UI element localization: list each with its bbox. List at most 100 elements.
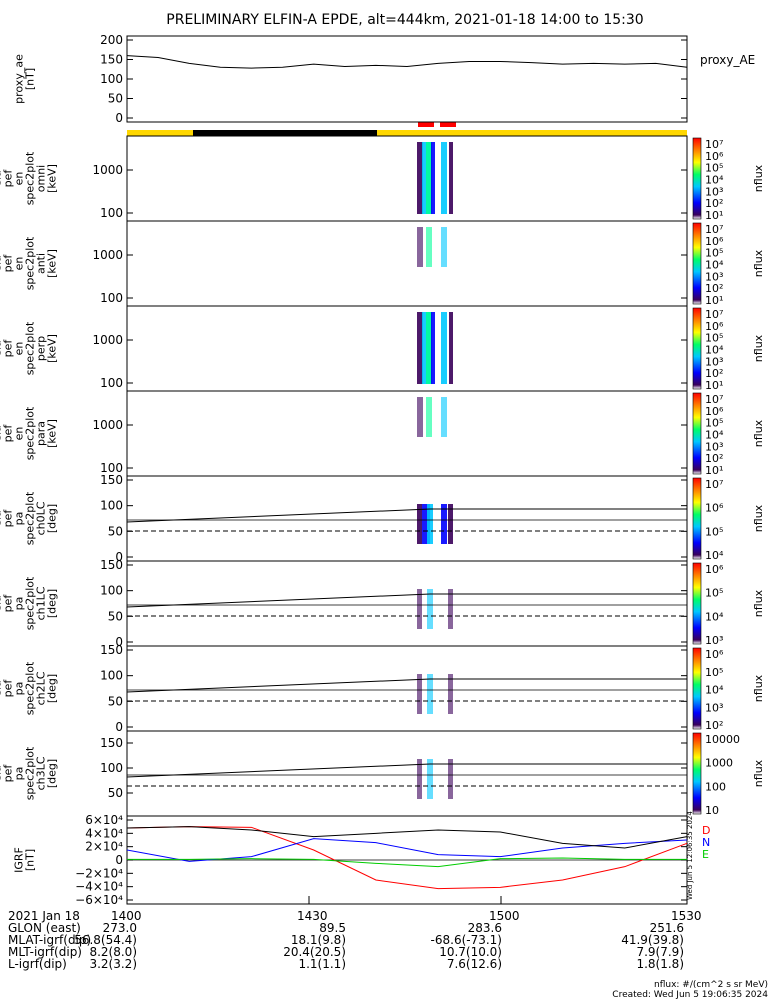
- colorbar: [692, 222, 702, 305]
- footer-row-value: 41.9(39.8): [621, 933, 684, 947]
- colorbar-tick-label: 10²: [705, 452, 723, 465]
- colorbar-tick-label: 10⁴: [705, 429, 724, 442]
- colorbar-tick-label: 10³: [705, 634, 723, 647]
- spectrogram-cell: [417, 759, 422, 799]
- y-tick-label: 100: [100, 669, 123, 683]
- svg-text:pef: pef: [2, 509, 15, 528]
- panel-proxyae: 200 150 100 50 0 proxy_ae[nT]: [13, 33, 688, 125]
- footer-row-value: 283.6: [468, 921, 502, 935]
- y-tick-label: 100: [100, 206, 123, 220]
- colorbar-tick-label: 10⁶: [705, 235, 724, 248]
- colorbar-tick-label: 10⁴: [705, 610, 724, 623]
- y-tick-label: 0: [115, 635, 123, 649]
- y-tick-label: 0: [115, 550, 123, 564]
- colorbar-tick-label: 10²: [705, 282, 723, 295]
- colorbar-tick-label: 10⁵: [705, 587, 723, 600]
- footer-row-value: 20.4(20.5): [283, 945, 346, 959]
- state-bar-sunlight: [127, 130, 687, 136]
- colorbar: [692, 392, 702, 475]
- footer-row-value: -68.6(-73.1): [431, 933, 502, 947]
- y-tick-label: 150: [100, 643, 123, 657]
- colorbar: [692, 477, 702, 560]
- y-tick-label: 1000: [92, 418, 123, 432]
- colorbar-tick-label: 10⁵: [705, 525, 723, 538]
- igrf-legend-label: D: [702, 824, 710, 837]
- svg-text:pef: pef: [2, 679, 15, 698]
- spectrogram-cell: [448, 504, 453, 544]
- spectrogram-cell: [431, 312, 435, 384]
- spectrogram-cell: [427, 674, 433, 714]
- x-tick-label: 1400: [111, 909, 142, 923]
- spectrogram-cell: [449, 312, 453, 384]
- colorbar-tick-label: 100: [705, 780, 726, 793]
- colorbar: [692, 137, 702, 220]
- y-tick-label: 1000: [92, 248, 123, 262]
- x-tick-label: 1430: [297, 909, 328, 923]
- igrf-legend-label: E: [702, 848, 709, 861]
- igrf-series-line: [126, 838, 688, 862]
- y-tick-label: 200: [100, 33, 123, 47]
- colorbar-tick-label: 10⁶: [705, 502, 724, 515]
- svg-text:ela: ela: [0, 680, 4, 697]
- colorbar-tick-label: 10³: [705, 440, 723, 453]
- footer-row-label: MLAT-igrf(dip): [8, 933, 91, 947]
- colorbar-tick-label: 10000: [705, 733, 740, 746]
- colorbar-tick-label: 10²: [705, 367, 723, 380]
- igrf-series-line: [126, 826, 688, 849]
- spectrogram-cell: [427, 504, 433, 544]
- svg-text:en: en: [13, 427, 26, 441]
- footer-row-value: 1.8(1.8): [636, 957, 684, 971]
- svg-text:ch0LC: ch0LC: [35, 501, 48, 535]
- svg-text:spec2plot: spec2plot: [24, 321, 37, 375]
- footer-row-value: 18.1(9.8): [291, 933, 346, 947]
- svg-text:ela: ela: [0, 595, 4, 612]
- colorbar-label: nflux: [752, 504, 765, 532]
- colorbar-tick-label: 10⁶: [705, 320, 724, 333]
- svg-text:[deg]: [deg]: [46, 759, 59, 788]
- svg-text:pa: pa: [13, 682, 26, 696]
- colorbar-tick-label: 10⁷: [705, 138, 723, 151]
- colorbar-label: nflux: [752, 249, 765, 277]
- colorbar: [692, 562, 702, 645]
- svg-text:[keV]: [keV]: [46, 164, 59, 193]
- igrf-series-line: [127, 857, 687, 868]
- plot-title: PRELIMINARY ELFIN-A EPDE, alt=444km, 202…: [166, 12, 643, 28]
- spectrogram-cell: [426, 227, 432, 267]
- svg-text:spec2plot: spec2plot: [24, 576, 37, 630]
- spectrogram-cell: [427, 589, 433, 629]
- svg-text:omni: omni: [35, 165, 48, 192]
- y-tick-label: −4×10⁴: [75, 880, 123, 894]
- y-tick-label: 50: [108, 694, 123, 708]
- colorbar-tick-label: 10⁶: [705, 405, 724, 418]
- svg-text:pef: pef: [2, 339, 15, 358]
- y-axis-label: proxy_ae[nT]: [13, 54, 37, 104]
- colorbar-tick-label: 10⁴: [705, 344, 724, 357]
- colorbar-tick-label: 1000: [705, 757, 733, 770]
- colorbar-tick-label: 10³: [705, 270, 723, 283]
- svg-text:ela: ela: [0, 765, 4, 782]
- y-tick-label: 6×10⁴: [85, 813, 123, 827]
- colorbar-tick-label: 10¹: [705, 464, 723, 477]
- svg-text:spec2plot: spec2plot: [24, 746, 37, 800]
- proxy-ae-series-label: proxy_AE: [700, 53, 755, 67]
- svg-text:en: en: [13, 342, 26, 356]
- spectrogram-cell: [417, 312, 423, 384]
- spectrogram-cell: [431, 142, 435, 214]
- y-tick-label: 1000: [92, 163, 123, 177]
- footer-row-label: MLT-igrf(dip): [8, 945, 82, 959]
- svg-text:[deg]: [deg]: [46, 589, 59, 618]
- colorbar-label: nflux: [752, 589, 765, 617]
- svg-text:pef: pef: [2, 254, 15, 273]
- y-tick-label: 1000: [92, 333, 123, 347]
- colorbar-label: nflux: [752, 164, 765, 192]
- spectrogram-cell: [422, 504, 430, 544]
- footer-row-value: 1.1(1.1): [298, 957, 346, 971]
- colorbar-tick-label: 10⁵: [705, 247, 723, 260]
- svg-text:spec2plot: spec2plot: [24, 406, 37, 460]
